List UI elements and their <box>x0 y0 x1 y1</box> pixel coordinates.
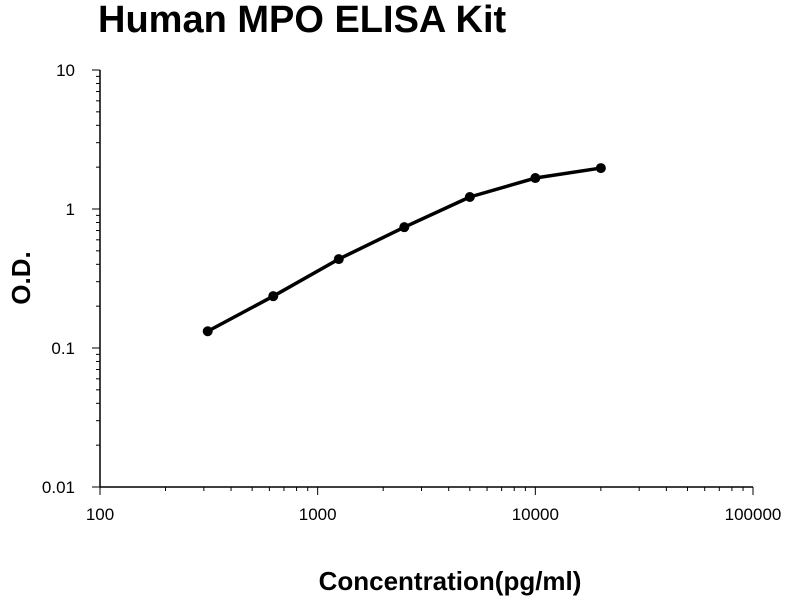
y-tick-label: 1 <box>66 200 75 219</box>
y-axis-label: O.D. <box>6 251 36 304</box>
series-line <box>206 166 602 333</box>
x-tick-label: 100000 <box>725 505 782 524</box>
y-tick-label: 0.1 <box>51 339 75 358</box>
x-axis-label: Concentration(pg/ml) <box>319 566 582 596</box>
data-point <box>333 254 344 265</box>
x-tick-label: 10000 <box>512 505 559 524</box>
data-point <box>399 222 410 233</box>
x-tick-label: 1000 <box>299 505 337 524</box>
data-point <box>530 173 541 184</box>
data-point <box>268 291 279 302</box>
data-point <box>595 163 606 174</box>
y-tick-label: 10 <box>56 61 75 80</box>
y-tick-label: 0.01 <box>42 478 75 497</box>
data-point <box>464 191 475 202</box>
x-tick-label: 100 <box>86 505 114 524</box>
chart-title: Human MPO ELISA Kit <box>98 0 507 41</box>
data-point <box>202 326 213 337</box>
